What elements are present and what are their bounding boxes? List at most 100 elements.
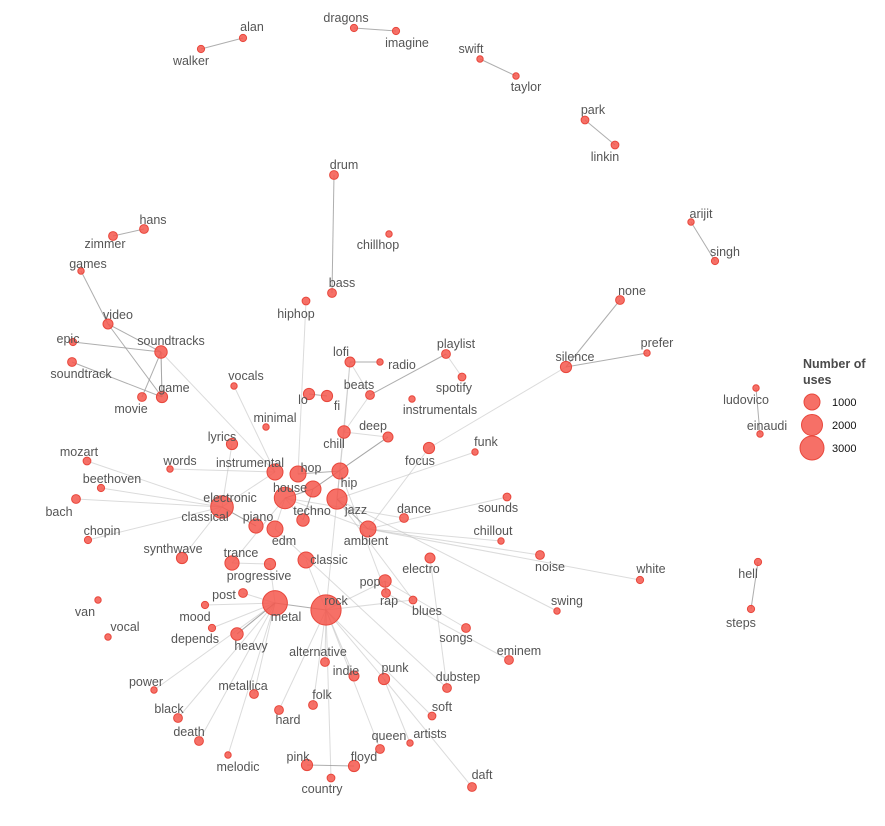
- node-floyd[interactable]: [347, 759, 361, 773]
- node-dubstep[interactable]: [442, 683, 452, 693]
- node-lo[interactable]: [302, 387, 316, 401]
- node-singh[interactable]: [710, 256, 720, 266]
- node-playlist[interactable]: [441, 349, 451, 359]
- node-radio[interactable]: [376, 358, 384, 366]
- node-house[interactable]: [304, 480, 322, 498]
- node-classical[interactable]: [210, 495, 234, 519]
- node-electro[interactable]: [424, 552, 436, 564]
- node-ambient[interactable]: [359, 520, 377, 538]
- node-hop[interactable]: [289, 465, 307, 483]
- node-hard[interactable]: [274, 705, 284, 715]
- node-folk[interactable]: [308, 700, 318, 710]
- node-jazz[interactable]: [326, 488, 348, 510]
- node-games[interactable]: [77, 267, 85, 275]
- node-heavy[interactable]: [230, 627, 244, 641]
- node-soundtracks[interactable]: [154, 345, 168, 359]
- node-edm[interactable]: [266, 520, 284, 538]
- node-instrumental[interactable]: [266, 463, 284, 481]
- node-progressive[interactable]: [263, 557, 277, 571]
- node-songs[interactable]: [461, 623, 471, 633]
- node-mozart[interactable]: [82, 456, 92, 466]
- node-game[interactable]: [155, 390, 169, 404]
- node-movie[interactable]: [137, 392, 147, 402]
- node-walker[interactable]: [196, 44, 206, 54]
- node-alternative[interactable]: [320, 657, 330, 667]
- node-trance[interactable]: [224, 555, 240, 571]
- node-pink[interactable]: [300, 758, 314, 772]
- node-alan[interactable]: [238, 33, 248, 43]
- node-arijit[interactable]: [687, 218, 695, 226]
- node-beethoven[interactable]: [96, 483, 106, 493]
- node-linkin[interactable]: [610, 140, 620, 150]
- node-queen[interactable]: [375, 744, 385, 754]
- node-metallica[interactable]: [249, 689, 259, 699]
- node-soundtrack[interactable]: [67, 357, 77, 367]
- node-metal[interactable]: [262, 590, 288, 616]
- node-bach[interactable]: [71, 494, 81, 504]
- node-hell[interactable]: [753, 557, 763, 567]
- node-artists[interactable]: [406, 739, 414, 747]
- node-steps[interactable]: [746, 604, 756, 614]
- node-classic[interactable]: [297, 551, 315, 569]
- node-noise[interactable]: [535, 550, 545, 560]
- node-electronic[interactable]: [273, 486, 297, 510]
- node-park[interactable]: [580, 115, 590, 125]
- node-words[interactable]: [166, 465, 174, 473]
- node-rap[interactable]: [381, 588, 391, 598]
- node-prefer[interactable]: [643, 349, 651, 357]
- node-drum[interactable]: [329, 170, 339, 180]
- node-synthwave[interactable]: [175, 551, 189, 565]
- node-vocal[interactable]: [104, 633, 112, 641]
- node-techno[interactable]: [296, 513, 310, 527]
- node-epic[interactable]: [68, 337, 78, 347]
- node-chopin[interactable]: [83, 535, 93, 545]
- node-bass[interactable]: [327, 288, 337, 298]
- node-spotify[interactable]: [457, 372, 467, 382]
- node-minimal[interactable]: [262, 423, 270, 431]
- node-sounds[interactable]: [502, 492, 512, 502]
- node-lyrics[interactable]: [225, 437, 239, 451]
- node-video[interactable]: [102, 318, 114, 330]
- node-chillout[interactable]: [497, 537, 505, 545]
- node-pop[interactable]: [378, 574, 392, 588]
- node-chill[interactable]: [337, 425, 351, 439]
- node-power[interactable]: [150, 686, 158, 694]
- node-depends[interactable]: [207, 623, 217, 633]
- node-vocals[interactable]: [230, 382, 238, 390]
- node-silence[interactable]: [559, 360, 573, 374]
- node-zimmer[interactable]: [108, 231, 118, 241]
- node-van[interactable]: [94, 596, 102, 604]
- node-swift[interactable]: [476, 55, 484, 63]
- node-dance[interactable]: [399, 513, 409, 523]
- node-einaudi[interactable]: [756, 430, 764, 438]
- node-eminem[interactable]: [504, 655, 514, 665]
- node-chillhop[interactable]: [385, 230, 393, 238]
- node-dragons[interactable]: [349, 23, 359, 33]
- node-daft[interactable]: [467, 782, 477, 792]
- node-imagine[interactable]: [391, 26, 401, 36]
- node-black[interactable]: [173, 713, 183, 723]
- node-rock[interactable]: [310, 594, 342, 626]
- node-instrumentals[interactable]: [408, 395, 416, 403]
- node-piano[interactable]: [248, 518, 264, 534]
- node-focus[interactable]: [422, 441, 436, 455]
- node-white[interactable]: [635, 575, 645, 585]
- node-soft[interactable]: [427, 711, 437, 721]
- node-death[interactable]: [194, 736, 204, 746]
- node-ludovico[interactable]: [752, 384, 760, 392]
- node-hiphop[interactable]: [301, 296, 311, 306]
- node-lofi[interactable]: [344, 356, 356, 368]
- node-hip[interactable]: [331, 462, 349, 480]
- node-blues[interactable]: [408, 595, 418, 605]
- node-mood[interactable]: [200, 600, 210, 610]
- node-punk[interactable]: [377, 672, 391, 686]
- node-swing[interactable]: [553, 607, 561, 615]
- node-taylor[interactable]: [512, 72, 520, 80]
- node-country[interactable]: [326, 773, 336, 783]
- node-funk[interactable]: [471, 448, 479, 456]
- node-none[interactable]: [615, 295, 625, 305]
- node-beats[interactable]: [365, 390, 375, 400]
- node-deep[interactable]: [382, 431, 394, 443]
- node-post[interactable]: [238, 588, 248, 598]
- node-hans[interactable]: [139, 224, 149, 234]
